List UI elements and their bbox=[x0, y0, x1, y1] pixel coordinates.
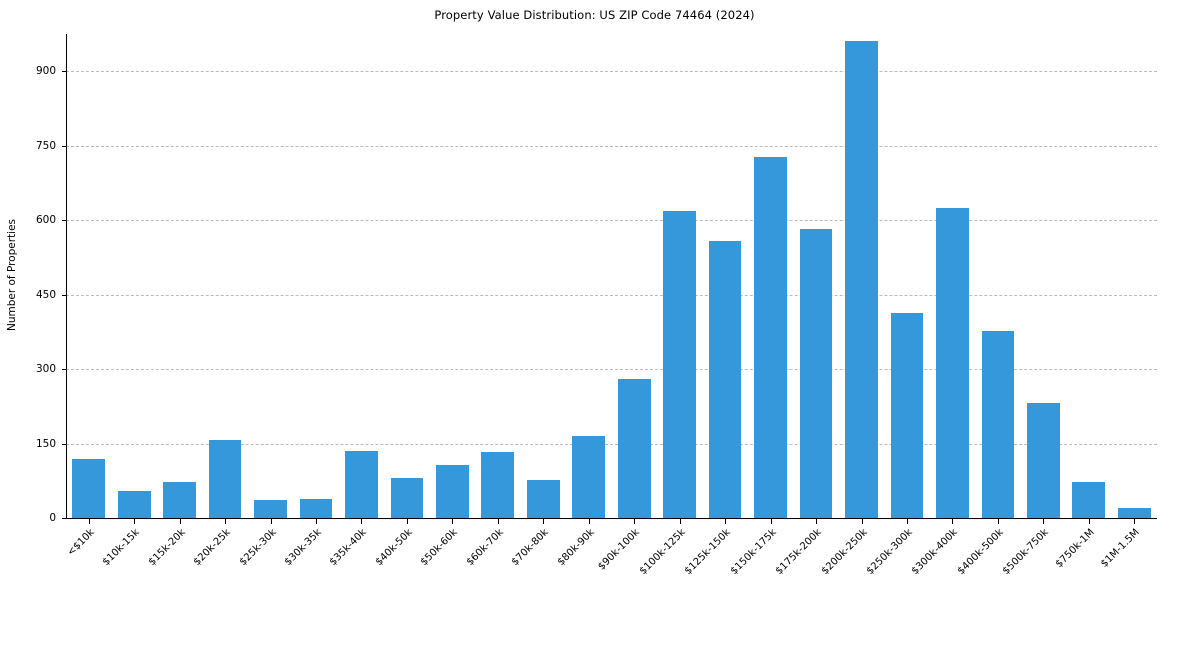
x-tick-mark bbox=[179, 519, 181, 524]
bar[interactable] bbox=[345, 451, 378, 518]
gridline bbox=[66, 443, 1157, 445]
x-tick-mark bbox=[361, 519, 363, 524]
bar[interactable] bbox=[845, 41, 878, 518]
bar[interactable] bbox=[1026, 402, 1060, 518]
x-tick-mark bbox=[1088, 519, 1090, 524]
bar[interactable] bbox=[254, 499, 287, 518]
bar[interactable] bbox=[936, 208, 969, 518]
bar[interactable] bbox=[117, 490, 151, 518]
y-tick-label: 450 bbox=[35, 288, 56, 301]
bar[interactable] bbox=[1072, 481, 1106, 518]
bar[interactable] bbox=[526, 480, 560, 518]
x-tick-mark bbox=[861, 519, 863, 524]
gridline bbox=[66, 294, 1157, 296]
bar[interactable] bbox=[72, 459, 106, 518]
x-tick-mark bbox=[1043, 519, 1045, 524]
bar[interactable] bbox=[890, 312, 924, 518]
chart-title: Property Value Distribution: US ZIP Code… bbox=[434, 8, 755, 22]
x-axis-spine bbox=[66, 518, 1157, 519]
gridline bbox=[66, 145, 1157, 147]
y-tick-label: 300 bbox=[35, 363, 56, 376]
gridline bbox=[66, 71, 1157, 73]
x-tick-mark bbox=[225, 519, 227, 524]
y-tick-label: 900 bbox=[35, 65, 56, 78]
y-axis-spine bbox=[66, 34, 67, 519]
y-tick-mark bbox=[62, 220, 67, 222]
y-tick-mark bbox=[62, 443, 67, 445]
y-tick-label: 150 bbox=[35, 437, 56, 450]
x-tick-mark bbox=[452, 519, 454, 524]
y-tick-mark bbox=[62, 369, 67, 371]
y-tick-label: 750 bbox=[35, 139, 56, 152]
bar[interactable] bbox=[208, 440, 242, 518]
gridline bbox=[66, 369, 1157, 371]
bar[interactable] bbox=[390, 477, 424, 518]
bar[interactable] bbox=[163, 481, 196, 518]
y-axis-label: Number of Properties bbox=[6, 218, 18, 332]
x-tick-mark bbox=[679, 519, 681, 524]
x-tick-mark bbox=[134, 519, 136, 524]
y-tick-mark bbox=[62, 71, 67, 73]
y-tick-mark bbox=[62, 518, 67, 519]
x-tick-mark bbox=[543, 519, 545, 524]
chart-figure: Property Value Distribution: US ZIP Code… bbox=[6, 8, 1157, 578]
y-tick-mark bbox=[62, 145, 67, 147]
x-tick-mark bbox=[270, 519, 272, 524]
x-tick-mark bbox=[588, 519, 590, 524]
y-tick-label: 600 bbox=[35, 214, 56, 227]
y-tick-mark bbox=[62, 294, 67, 296]
bar[interactable] bbox=[481, 451, 515, 518]
x-tick-mark bbox=[997, 519, 999, 524]
bar[interactable] bbox=[754, 157, 787, 518]
bar[interactable] bbox=[663, 210, 697, 518]
x-tick-mark bbox=[634, 519, 636, 524]
bar[interactable] bbox=[617, 378, 651, 518]
x-tick-mark bbox=[316, 519, 318, 524]
x-tick-mark bbox=[906, 519, 908, 524]
x-tick-mark bbox=[816, 519, 818, 524]
plot-area bbox=[66, 34, 1157, 518]
bar[interactable] bbox=[799, 228, 833, 518]
gridline bbox=[66, 220, 1157, 222]
bar[interactable] bbox=[1117, 507, 1151, 518]
bar[interactable] bbox=[572, 436, 606, 518]
y-tick-label: 0 bbox=[49, 512, 56, 524]
x-tick-mark bbox=[497, 519, 499, 524]
bar[interactable] bbox=[299, 498, 333, 518]
x-tick-mark bbox=[88, 519, 90, 524]
x-tick-mark bbox=[406, 519, 408, 524]
x-tick-mark bbox=[725, 519, 727, 524]
bar[interactable] bbox=[981, 331, 1015, 518]
x-tick-mark bbox=[952, 519, 954, 524]
bar[interactable] bbox=[708, 241, 742, 518]
x-tick-mark bbox=[770, 519, 772, 524]
x-tick-mark bbox=[1134, 519, 1136, 524]
bar[interactable] bbox=[436, 465, 469, 518]
